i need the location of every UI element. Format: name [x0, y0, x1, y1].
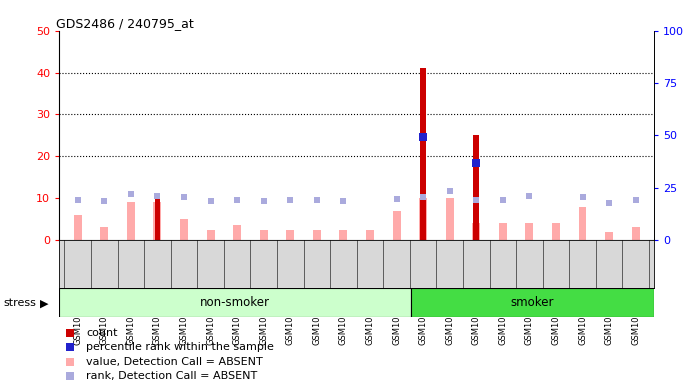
Bar	[632, 227, 640, 240]
Bar	[552, 223, 560, 240]
Text: value, Detection Call = ABSENT: value, Detection Call = ABSENT	[86, 357, 262, 367]
Text: ▶: ▶	[40, 298, 49, 308]
Bar	[445, 198, 454, 240]
Bar	[420, 68, 426, 240]
Bar	[260, 230, 268, 240]
Bar	[155, 199, 160, 240]
Bar	[207, 230, 214, 240]
Bar	[340, 230, 347, 240]
Bar	[366, 230, 374, 240]
Bar	[419, 198, 427, 240]
Text: percentile rank within the sample: percentile rank within the sample	[86, 343, 274, 353]
Text: smoker: smoker	[511, 296, 554, 309]
Bar	[180, 219, 188, 240]
Bar	[59, 288, 411, 317]
Bar	[473, 223, 480, 240]
Bar	[525, 223, 533, 240]
Bar	[393, 211, 400, 240]
Bar	[578, 207, 587, 240]
Text: rank, Detection Call = ABSENT: rank, Detection Call = ABSENT	[86, 371, 258, 381]
Bar	[154, 202, 161, 240]
Bar	[100, 227, 109, 240]
Text: stress: stress	[3, 298, 36, 308]
Text: GDS2486 / 240795_at: GDS2486 / 240795_at	[56, 17, 194, 30]
Bar	[313, 230, 321, 240]
Bar	[127, 202, 135, 240]
Bar	[411, 288, 654, 317]
Bar	[233, 225, 241, 240]
Bar	[499, 223, 507, 240]
Bar	[74, 215, 81, 240]
Bar	[286, 230, 294, 240]
Bar	[473, 136, 479, 240]
Text: count: count	[86, 328, 118, 338]
Text: non-smoker: non-smoker	[200, 296, 270, 309]
Bar	[605, 232, 613, 240]
